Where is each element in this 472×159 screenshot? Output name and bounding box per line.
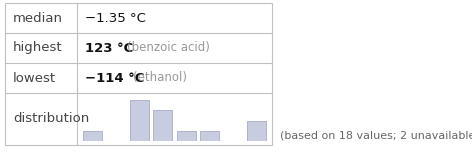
- Text: −1.35 °C: −1.35 °C: [85, 11, 146, 24]
- Text: median: median: [13, 11, 63, 24]
- Text: −114 °C: −114 °C: [85, 72, 144, 84]
- Text: (benzoic acid): (benzoic acid): [127, 41, 210, 55]
- Bar: [130, 100, 149, 141]
- Bar: [153, 110, 172, 141]
- Bar: [84, 131, 102, 141]
- Bar: [200, 131, 219, 141]
- Bar: [247, 121, 266, 141]
- Text: highest: highest: [13, 41, 63, 55]
- Text: (ethanol): (ethanol): [133, 72, 187, 84]
- Text: lowest: lowest: [13, 72, 56, 84]
- Bar: [177, 131, 195, 141]
- Bar: [5, 3, 272, 145]
- Text: distribution: distribution: [13, 113, 89, 125]
- Text: 123 °C: 123 °C: [85, 41, 133, 55]
- Text: (based on 18 values; 2 unavailable): (based on 18 values; 2 unavailable): [280, 130, 472, 140]
